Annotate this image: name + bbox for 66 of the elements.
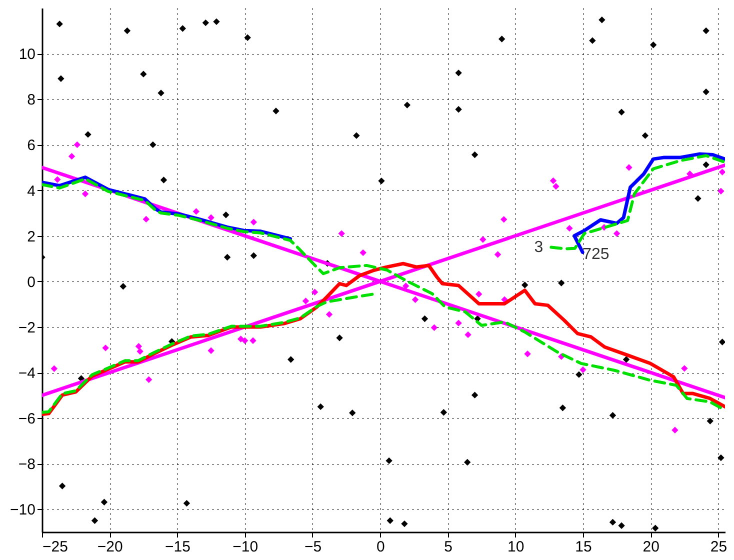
y-tick-label: 8 — [27, 92, 36, 109]
point — [464, 331, 472, 338]
point — [524, 350, 531, 358]
x-tick-label: 10 — [508, 538, 524, 556]
point — [681, 365, 688, 372]
point — [475, 290, 482, 298]
y-tick-label: 10 — [18, 46, 36, 64]
point — [718, 168, 725, 176]
x-tick-label: −10 — [232, 538, 258, 556]
point — [430, 324, 438, 331]
y-tick-label: −2 — [18, 319, 36, 336]
point — [145, 376, 152, 383]
y-tick-label: 6 — [27, 137, 36, 154]
point — [412, 296, 419, 303]
x-tick-label: 20 — [642, 538, 660, 556]
x-tick-label: 15 — [575, 538, 592, 556]
point — [672, 426, 678, 434]
point — [326, 311, 333, 318]
point — [500, 216, 508, 223]
y-tick-label: 4 — [27, 182, 36, 200]
point — [550, 177, 557, 184]
point — [566, 224, 573, 232]
point — [580, 366, 586, 374]
annotation: 3 — [534, 239, 544, 256]
y-tick-label: −8 — [18, 456, 36, 474]
point — [494, 251, 502, 258]
point — [208, 214, 214, 221]
point — [136, 348, 144, 355]
point — [311, 288, 318, 296]
point — [626, 164, 632, 171]
point — [552, 183, 560, 190]
point — [480, 236, 486, 243]
y-tick-label: −4 — [18, 365, 36, 382]
y-tick-label: −10 — [10, 502, 36, 519]
x-tick-label: −5 — [304, 538, 322, 556]
point — [54, 176, 61, 183]
point — [613, 230, 620, 237]
y-tick-label: −6 — [18, 410, 36, 428]
point — [250, 218, 258, 226]
point — [302, 298, 310, 304]
y-tick-label: 0 — [27, 274, 36, 291]
point — [242, 337, 248, 344]
point — [402, 282, 410, 290]
annotation: 725 — [582, 246, 610, 264]
point — [338, 230, 345, 237]
point — [250, 337, 256, 344]
x-tick-label: −20 — [97, 538, 123, 556]
point — [82, 190, 89, 198]
point — [142, 216, 150, 223]
x-tick-label: 25 — [710, 538, 728, 556]
point — [455, 320, 462, 326]
point — [718, 188, 724, 195]
x-tick-label: 5 — [444, 538, 452, 556]
x-tick-label: −15 — [165, 538, 190, 556]
point — [74, 141, 81, 148]
point — [102, 344, 109, 352]
y-tick-label: 2 — [27, 228, 36, 246]
point — [208, 347, 214, 354]
point — [237, 336, 244, 342]
x-tick-label: 0 — [376, 538, 385, 556]
point — [135, 342, 142, 350]
point — [192, 208, 200, 215]
point — [360, 249, 366, 256]
point — [68, 152, 76, 160]
point — [50, 365, 58, 372]
x-tick-label: −25 — [42, 538, 68, 556]
